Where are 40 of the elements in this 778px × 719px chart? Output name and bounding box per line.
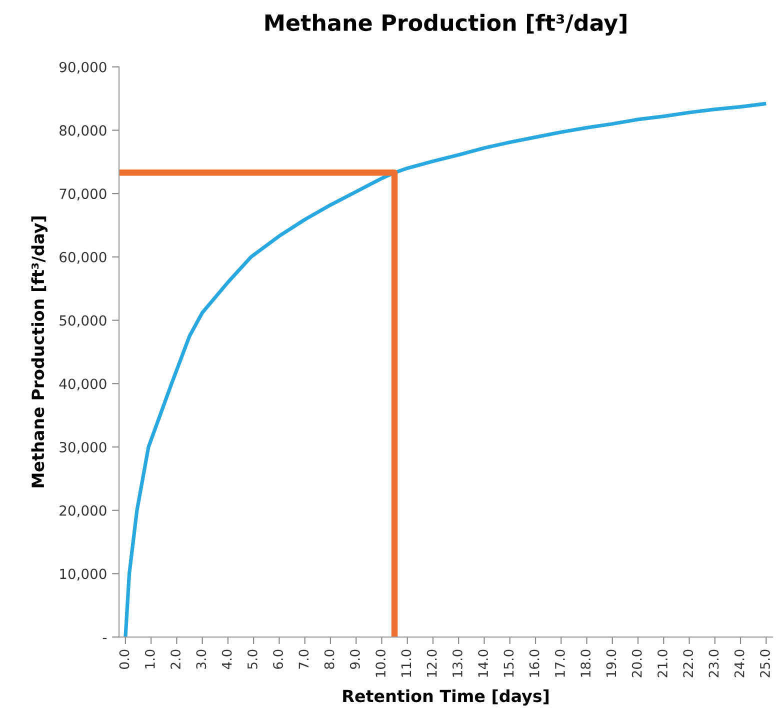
x-tick-label: 11.0	[401, 650, 412, 677]
x-tick-label: 8.0	[324, 650, 334, 669]
x-tick-label: 0.0	[119, 650, 130, 669]
y-tick-label: 20,000	[60, 505, 106, 518]
x-axis-title: Retention Time [days]	[343, 689, 549, 706]
x-tick-label: 21.0	[657, 650, 668, 678]
y-tick-label: 90,000	[60, 62, 106, 74]
x-tick-label: 2.0	[170, 650, 181, 669]
x-tick-label: 1.0	[144, 650, 155, 668]
x-tick-label: 3.0	[196, 650, 206, 669]
x-tick-label: 13.0	[452, 650, 462, 677]
y-tick-label: 80,000	[60, 125, 106, 138]
y-tick-label: 40,000	[59, 378, 106, 391]
x-tick-label: 4.0	[222, 650, 232, 670]
y-tick-label: 70,000	[60, 188, 106, 200]
x-tick-label: 10.0	[376, 650, 386, 677]
x-tick-label: 17.0	[554, 650, 565, 677]
y-tick-label: 30,000	[60, 442, 106, 454]
x-tick-label: 9.0	[350, 650, 360, 669]
x-tick-label: 25.0	[760, 650, 770, 678]
line-series	[124, 102, 768, 638]
y-axis-title: Methane Production [ft³/day]	[31, 216, 48, 488]
x-tick-label: 5.0	[247, 650, 258, 669]
x-tick-label: 14.0	[478, 650, 488, 677]
x-tick-label: 12.0	[426, 650, 437, 677]
x-tick-label: 15.0	[504, 650, 514, 677]
x-tick-label: 16.0	[529, 650, 540, 677]
x-tick-label: 24.0	[734, 650, 744, 678]
x-tick-label: 7.0	[298, 650, 309, 669]
y-tick-label: -	[102, 638, 107, 640]
x-tick-label: 23.0	[708, 650, 719, 678]
x-tick-label: 20.0	[632, 650, 642, 678]
x-tick-label: 6.0	[273, 650, 284, 669]
x-tick-label: 18.0	[580, 650, 591, 677]
x-tick-label: 19.0	[606, 650, 616, 677]
y-tick-label: 50,000	[60, 315, 106, 328]
chart-title: Methane Production [ft³/day]	[265, 14, 626, 36]
x-tick-label: 22.0	[683, 650, 694, 678]
y-tick-label: 60,000	[60, 252, 106, 264]
y-tick-label: 10,000	[60, 568, 106, 581]
